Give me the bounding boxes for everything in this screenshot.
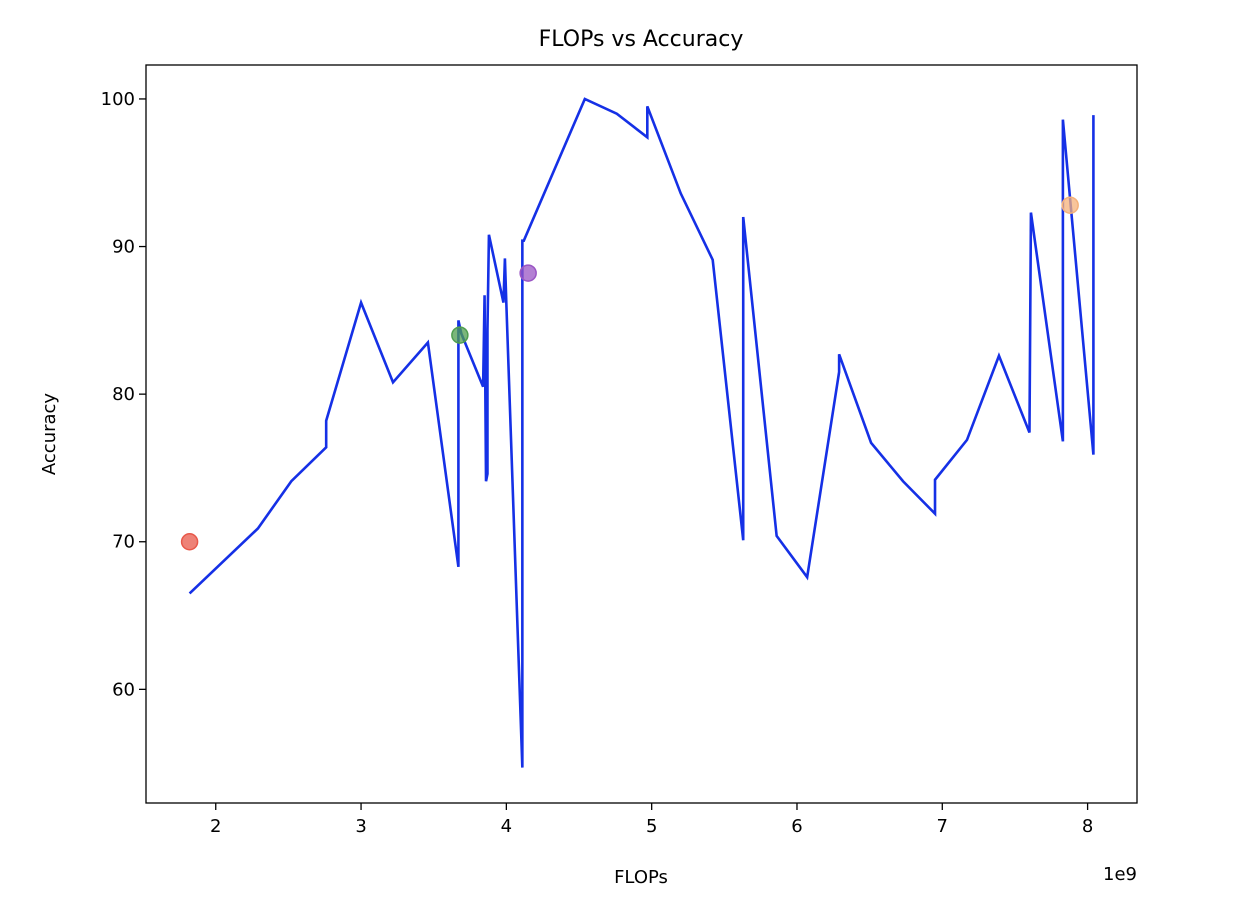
points-layer: [180, 196, 1079, 551]
y-tick-label: 90: [112, 237, 135, 258]
y-tick-label: 70: [112, 532, 135, 553]
x-tick-label: 8: [1082, 816, 1093, 837]
plot-frame: [145, 64, 1138, 804]
x-tick-label: 7: [937, 816, 948, 837]
x-tick-label: 5: [646, 816, 657, 837]
y-tick-label: 80: [112, 384, 135, 405]
x-axis-ticks: 2 3 4 5 6 7 8: [210, 803, 1093, 837]
x-tick-label: 6: [791, 816, 802, 837]
y-tick-label: 60: [112, 679, 135, 700]
scatter-point: [451, 326, 469, 344]
y-axis-label: Accuracy: [39, 393, 60, 476]
x-axis-offset-label: 1e9: [1103, 864, 1137, 885]
scatter-point: [1061, 196, 1079, 214]
x-axis-label: FLOPs: [614, 867, 668, 888]
chart-title: FLOPs vs Accuracy: [539, 27, 744, 52]
x-tick-label: 4: [501, 816, 512, 837]
scatter-point: [180, 533, 199, 551]
series-layer: [188, 97, 1095, 768]
y-tick-label: 100: [101, 89, 135, 110]
series-line: [188, 97, 1095, 768]
scatter-point: [519, 264, 537, 282]
y-axis-ticks: 60 70 80 90 100: [101, 89, 146, 700]
x-tick-label: 3: [355, 816, 366, 837]
x-tick-label: 2: [210, 816, 221, 837]
